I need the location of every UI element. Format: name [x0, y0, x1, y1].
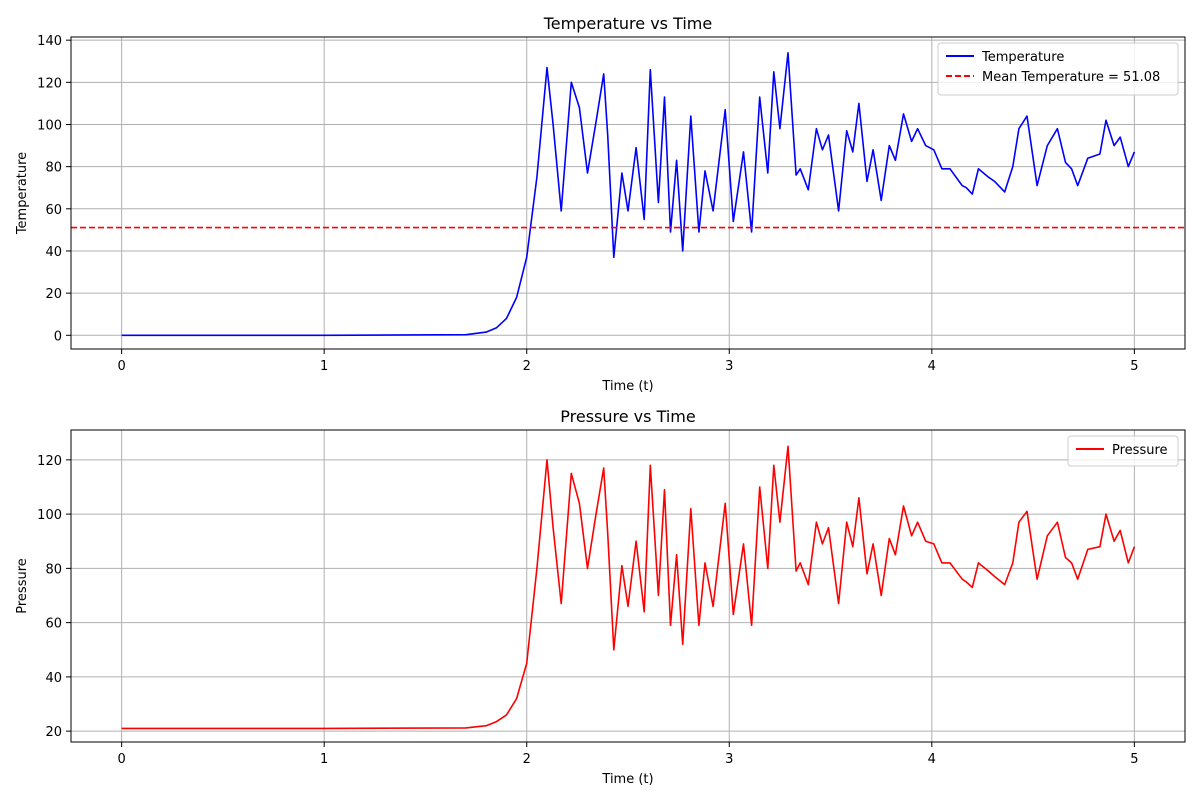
- pressure-x-tick-label: 4: [928, 752, 936, 767]
- temperature-y-tick-label: 100: [37, 118, 62, 133]
- pressure-y-tick-label: 60: [45, 617, 62, 632]
- temperature-x-tick-label: 2: [523, 359, 531, 374]
- temperature-y-tick-label: 20: [45, 287, 62, 302]
- pressure-x-axis-label: Time (t): [601, 772, 653, 787]
- temperature-x-tick-label: 0: [117, 359, 125, 374]
- temperature-x-axis-label: Time (t): [601, 379, 653, 394]
- pressure-y-tick-label: 80: [45, 562, 62, 577]
- temperature-x-tick-label: 4: [928, 359, 936, 374]
- pressure-y-axis-label: Pressure: [15, 558, 30, 614]
- pressure-y-tick-label: 120: [37, 454, 62, 469]
- temperature-x-tick-label: 5: [1130, 359, 1138, 374]
- legend-label-mean-temperature: Mean Temperature = 51.08: [982, 70, 1160, 85]
- temperature-x-tick-label: 1: [320, 359, 328, 374]
- temperature-y-tick-label: 140: [37, 34, 62, 49]
- temperature-plot-frame: [70, 36, 1186, 350]
- temperature-x-tick-label: 3: [725, 359, 733, 374]
- pressure-y-tick-label: 20: [45, 725, 62, 740]
- pressure-plot-frame: [70, 429, 1186, 743]
- series-line-pressure: [121, 445, 1136, 730]
- temperature-legend: Temperature Mean Temperature = 51.08: [937, 42, 1179, 96]
- temperature-panel: 0 1 2 3 4 5 0 20 40 60 80 100 120 140 Temperature vs …: [15, 14, 1186, 394]
- temperature-y-tick-label: 60: [45, 203, 62, 218]
- pressure-x-tick-label: 2: [523, 752, 531, 767]
- pressure-x-tick-label: 5: [1130, 752, 1138, 767]
- legend-label-temperature: Temperature: [981, 50, 1064, 65]
- temperature-y-tick-label: 120: [37, 76, 62, 91]
- temperature-y-tick-label: 40: [45, 245, 62, 260]
- temperature-y-tick-label: 80: [45, 161, 62, 176]
- legend-label-pressure: Pressure: [1112, 443, 1168, 458]
- pressure-y-tick-label: 40: [45, 671, 62, 686]
- temperature-legend-box: [937, 42, 1179, 96]
- pressure-chart-title: Pressure vs Time: [560, 407, 695, 426]
- pressure-x-tick-label: 1: [320, 752, 328, 767]
- pressure-legend-box: [1067, 435, 1179, 467]
- pressure-y-tick-label: 100: [37, 508, 62, 523]
- pressure-legend: Pressure: [1067, 435, 1179, 467]
- temperature-y-axis-label: Temperature: [15, 152, 30, 235]
- temperature-chart-title: Temperature vs Time: [543, 14, 712, 33]
- pressure-x-tick-label: 3: [725, 752, 733, 767]
- pressure-panel: 0 1 2 3 4 5 20 40 60 80 100 120 Pressure vs Time Ti…: [15, 407, 1186, 787]
- series-line-temperature: [121, 51, 1136, 337]
- temperature-y-tick-label: 0: [54, 329, 62, 344]
- pressure-x-tick-label: 0: [117, 752, 125, 767]
